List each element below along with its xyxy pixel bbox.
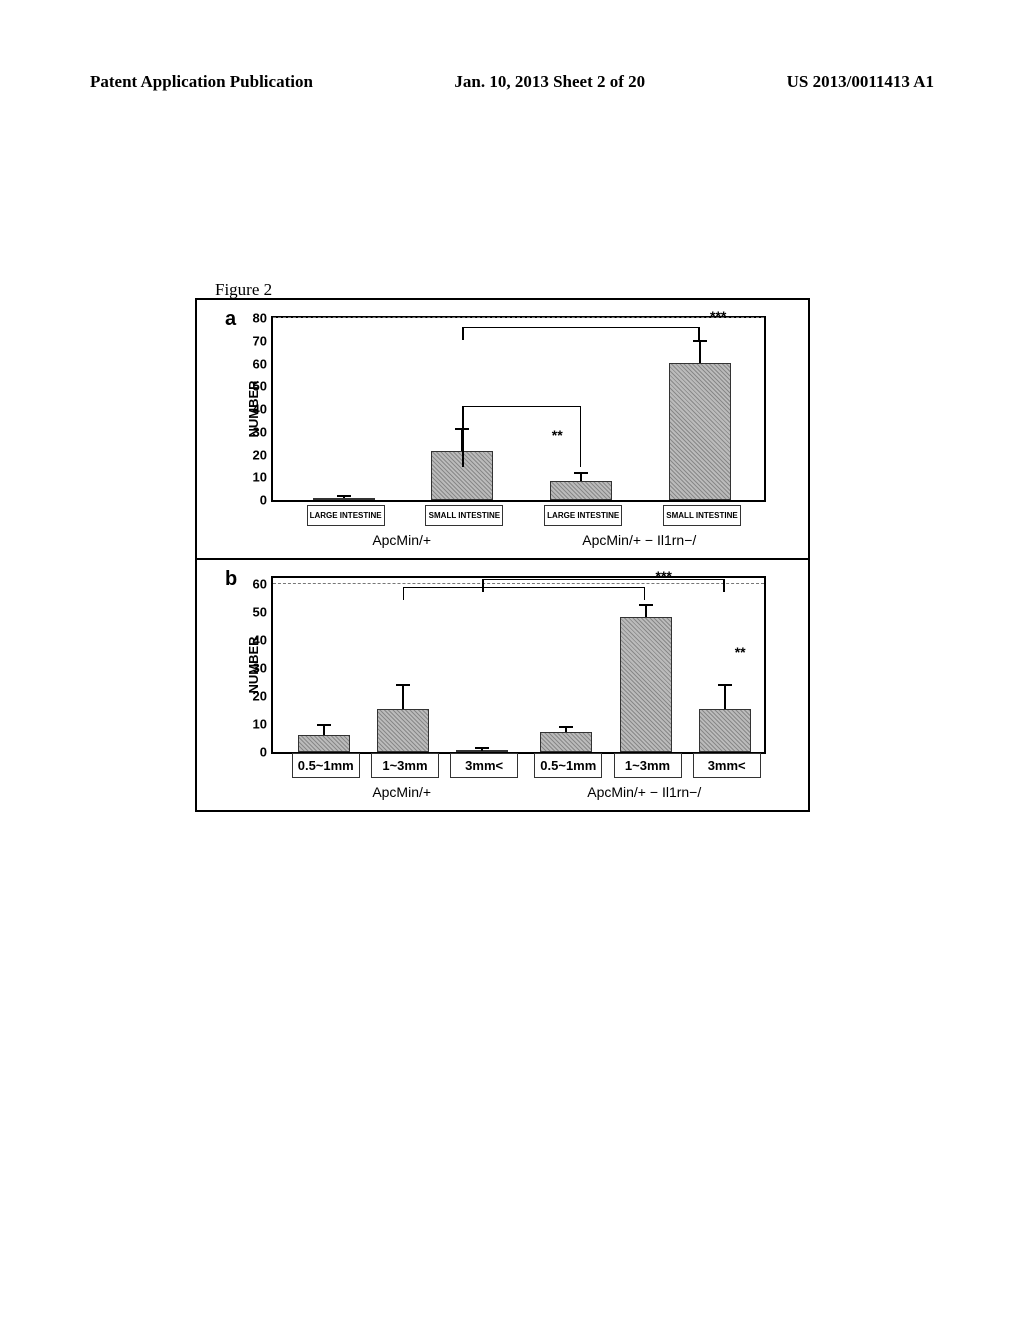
error-bar [580,474,582,481]
x-category-label: SMALL INTESTINE [425,505,503,526]
panel-a: a NUMBER 01020304050607080LARGE INTESTIN… [197,300,808,560]
error-cap [317,724,331,726]
bar [313,498,375,500]
y-tick: 20 [253,688,273,703]
x-group-label: ApcMin/+ − Il1rn−/ [550,532,728,548]
error-bar [699,342,701,363]
error-bar [343,497,345,498]
y-tick: 0 [260,493,273,508]
error-cap [574,472,588,474]
x-category-label: 1~3mm [371,753,439,778]
x-category-label: SMALL INTESTINE [663,505,741,526]
x-category-label: 3mm< [693,753,761,778]
error-bar [724,686,726,709]
error-bar [565,728,567,732]
significance-bracket [482,579,725,580]
error-bar [481,749,483,750]
x-category-label: LARGE INTESTINE [307,505,385,526]
y-tick: 70 [253,333,273,348]
bar [540,732,592,752]
error-bar [645,606,647,617]
bar [550,481,612,500]
error-cap [718,684,732,686]
significance-label: *** [656,568,672,584]
error-cap [475,747,489,749]
figure-label: Figure 2 [215,280,272,300]
bar [377,709,429,752]
x-category-label: LARGE INTESTINE [544,505,622,526]
significance-bracket [462,406,581,407]
error-cap [639,604,653,606]
y-tick: 60 [253,576,273,591]
x-group-label: ApcMin/+ [313,532,491,548]
charts-container: a NUMBER 01020304050607080LARGE INTESTIN… [195,298,810,812]
x-category-label: 0.5~1mm [534,753,602,778]
y-tick: 50 [253,604,273,619]
y-tick: 80 [253,311,273,326]
bar [298,735,350,752]
bar [669,363,731,500]
plot-area-b: NUMBER 01020304050600.5~1mm1~3mm3mm<0.5~… [271,576,766,754]
gridline [273,583,764,584]
error-cap [396,684,410,686]
header-center: Jan. 10, 2013 Sheet 2 of 20 [454,72,645,92]
error-cap [337,495,351,497]
error-cap [559,726,573,728]
x-category-label: 0.5~1mm [292,753,360,778]
x-category-label: 1~3mm [614,753,682,778]
y-tick: 30 [253,660,273,675]
y-tick: 50 [253,379,273,394]
panel-b-label: b [225,568,237,591]
error-cap [693,340,707,342]
panel-b: b NUMBER 01020304050600.5~1mm1~3mm3mm<0.… [197,560,808,810]
x-category-label: 3mm< [450,753,518,778]
x-group-label: ApcMin/+ − Il1rn−/ [540,784,748,800]
y-tick: 40 [253,632,273,647]
y-tick: 0 [260,745,273,760]
header-right: US 2013/0011413 A1 [787,72,934,92]
significance-label: *** [710,308,726,324]
bar [699,709,751,752]
y-tick: 20 [253,447,273,462]
gridline [273,317,764,318]
y-tick: 40 [253,402,273,417]
plot-area-a: NUMBER 01020304050607080LARGE INTESTINES… [271,316,766,502]
error-bar [323,726,325,735]
y-tick: 60 [253,356,273,371]
y-tick: 10 [253,470,273,485]
error-bar [402,686,404,709]
x-group-label: ApcMin/+ [298,784,506,800]
significance-bracket [462,327,700,328]
y-tick: 10 [253,716,273,731]
panel-a-label: a [225,308,236,331]
significance-label: ** [735,644,746,660]
significance-bracket [403,587,646,588]
bar [620,617,672,752]
header-left: Patent Application Publication [90,72,313,92]
significance-label: ** [552,427,563,443]
y-tick: 30 [253,424,273,439]
